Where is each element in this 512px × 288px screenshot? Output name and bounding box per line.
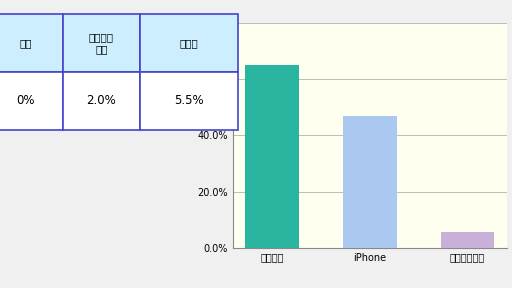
Text: 2.0%: 2.0%: [87, 94, 116, 107]
Bar: [441, 232, 495, 248]
Bar: [140, 72, 238, 130]
Text: ギャラク
シー: ギャラク シー: [89, 33, 114, 54]
Text: その他: その他: [179, 38, 198, 48]
Text: 5.5%: 5.5%: [174, 94, 203, 107]
Bar: [63, 14, 140, 72]
Text: 0%: 0%: [16, 94, 35, 107]
Bar: [63, 72, 140, 130]
Bar: [0, 14, 63, 72]
Bar: [140, 14, 238, 72]
Bar: [245, 65, 299, 248]
Bar: [0, 72, 63, 130]
Bar: [343, 116, 397, 248]
Text: スペ: スペ: [19, 38, 32, 48]
